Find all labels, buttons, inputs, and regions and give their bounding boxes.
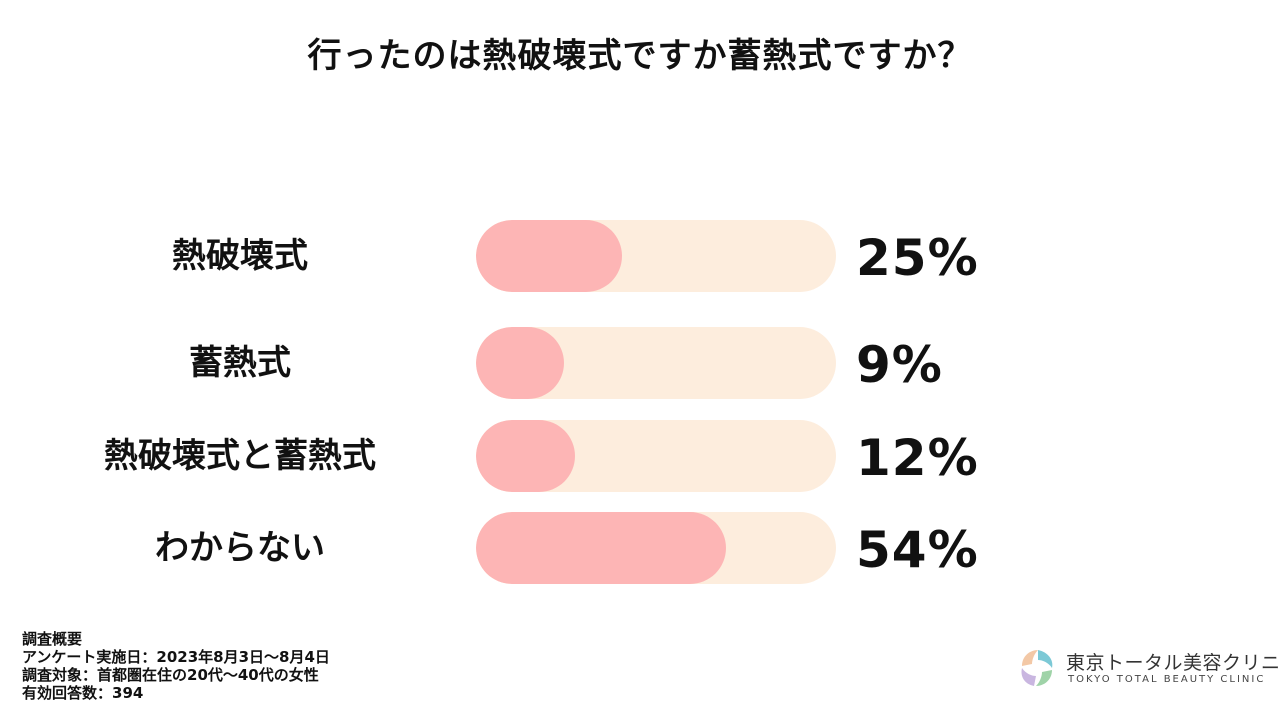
survey-overview: 調査概要 アンケート実施日：2023年8月3日～8月4日 調査対象：首都圏在住の… bbox=[22, 630, 330, 702]
bar bbox=[476, 327, 565, 399]
survey-responses: 有効回答数：394 bbox=[22, 684, 144, 702]
category-label: わからない bbox=[155, 528, 325, 568]
category-label: 蓄熱式 bbox=[189, 343, 291, 383]
survey-date: アンケート実施日：2023年8月3日～8月4日 bbox=[22, 648, 330, 666]
data-label: 25% bbox=[856, 229, 979, 287]
data-label: 9% bbox=[856, 336, 943, 394]
bar-track bbox=[476, 327, 836, 399]
logo-name-ja: 東京トータル美容クリニック bbox=[1066, 652, 1280, 674]
category-label: 熱破壊式 bbox=[172, 236, 308, 276]
bar bbox=[476, 220, 622, 292]
bar bbox=[476, 420, 576, 492]
data-label: 54% bbox=[856, 521, 979, 579]
survey-heading: 調査概要 bbox=[22, 630, 83, 648]
bar-track bbox=[476, 420, 836, 492]
bar bbox=[476, 512, 727, 584]
bar-track bbox=[476, 512, 836, 584]
chart-title: 行ったのは熱破壊式ですか蓄熱式ですか？ bbox=[307, 36, 973, 76]
clinic-logo: 東京トータル美容クリニック TOKYO TOTAL BEAUTY CLINIC bbox=[1018, 644, 1280, 694]
survey-target: 調査対象：首都圏在住の20代～40代の女性 bbox=[22, 666, 319, 684]
bar-track bbox=[476, 220, 836, 292]
data-label: 12% bbox=[856, 429, 979, 487]
clinic-logo-icon bbox=[1021, 650, 1053, 686]
logo-name-en: TOKYO TOTAL BEAUTY CLINIC bbox=[1068, 674, 1266, 685]
category-label: 熱破壊式と蓄熱式 bbox=[104, 436, 376, 476]
